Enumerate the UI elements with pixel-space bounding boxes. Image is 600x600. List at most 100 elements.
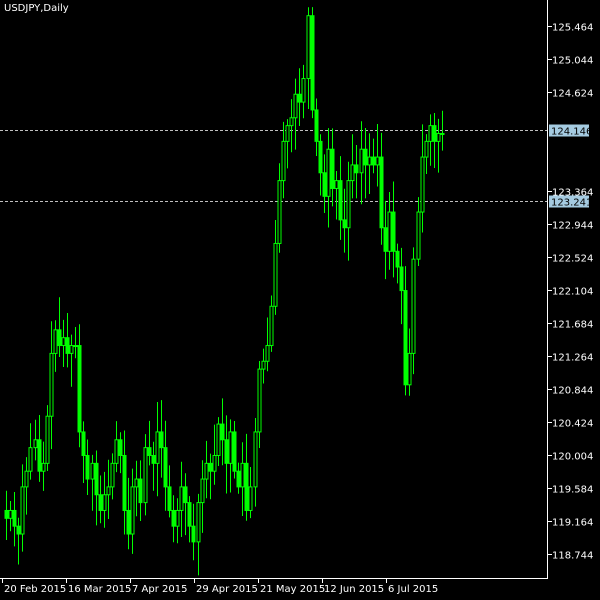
candle — [57, 297, 62, 358]
candle-body — [371, 156, 376, 166]
candle — [151, 441, 156, 491]
candle-body — [138, 478, 143, 504]
candle-body — [191, 525, 196, 543]
candle-body — [16, 525, 21, 535]
candle — [420, 124, 425, 233]
candle — [375, 124, 380, 187]
candle-body — [436, 133, 441, 142]
candle — [102, 471, 107, 528]
candle — [281, 121, 286, 199]
candle-body — [244, 462, 249, 511]
candle — [253, 417, 258, 507]
candle — [77, 324, 82, 448]
candle-body — [73, 345, 78, 348]
candle — [432, 112, 437, 168]
candle-body — [126, 509, 131, 535]
candle — [16, 517, 21, 565]
y-tick-label: 121.684 — [552, 320, 593, 331]
candle — [383, 200, 388, 280]
candle — [12, 491, 17, 547]
candle — [147, 420, 152, 466]
candle-body — [395, 250, 400, 268]
candle-body — [151, 454, 156, 464]
candle-body — [187, 502, 192, 527]
x-tick-label: 12 Jun 2015 — [324, 584, 384, 595]
candle — [391, 181, 396, 278]
candle-body — [277, 180, 282, 244]
candle-body — [155, 431, 160, 464]
candle-body — [318, 140, 323, 174]
candle — [8, 501, 13, 532]
candle — [167, 465, 172, 518]
candle-body — [130, 486, 135, 535]
x-tick-label: 16 Mar 2015 — [68, 584, 131, 595]
candle-body — [359, 148, 364, 174]
candle — [37, 415, 42, 482]
candles — [4, 7, 445, 576]
candle — [342, 188, 347, 253]
candle-body — [24, 470, 29, 488]
candle-body — [383, 227, 388, 252]
y-tick-label: 122.944 — [552, 221, 593, 232]
candle-body — [248, 486, 253, 511]
candle-body — [285, 125, 290, 142]
candle — [428, 114, 433, 166]
candle-body — [143, 447, 148, 504]
candle — [191, 503, 196, 561]
axes — [0, 0, 548, 579]
candle — [73, 327, 78, 359]
candle — [175, 498, 180, 544]
y-tick-label: 119.584 — [552, 485, 593, 496]
candle — [350, 134, 355, 199]
x-tick-label: 6 Jul 2015 — [388, 584, 438, 595]
candle-body — [200, 478, 205, 504]
candle-body — [98, 494, 103, 511]
candle — [134, 460, 139, 517]
candle-body — [204, 462, 209, 480]
candle — [171, 495, 176, 543]
candle — [293, 78, 298, 150]
candle — [61, 319, 66, 367]
candle-body — [346, 180, 351, 229]
candle-body — [212, 454, 217, 472]
price-tag — [549, 195, 589, 208]
x-tick-label: 20 Feb 2015 — [4, 584, 66, 595]
y-tick-label: 119.164 — [552, 518, 593, 529]
candle — [379, 132, 384, 245]
candle-body — [8, 509, 13, 519]
candle — [187, 496, 192, 543]
candle-body — [387, 211, 392, 252]
candle-body — [428, 125, 433, 142]
candle-body — [257, 368, 262, 433]
candle — [326, 128, 331, 228]
candle — [4, 490, 9, 541]
candle — [359, 121, 364, 205]
candle — [41, 441, 46, 491]
candle-body — [293, 93, 298, 119]
candle-body — [196, 502, 201, 543]
candle — [163, 420, 168, 511]
candle — [212, 424, 217, 485]
candle — [301, 64, 306, 119]
candle-body — [363, 148, 368, 166]
candle — [69, 334, 74, 387]
candle — [130, 468, 135, 554]
candle-body — [69, 345, 74, 354]
candle — [289, 99, 294, 153]
candle — [114, 421, 119, 473]
candle — [306, 7, 311, 110]
candle-body — [4, 509, 9, 519]
candle-body — [77, 345, 82, 433]
chart-title: USDJPY,Daily — [4, 3, 69, 14]
candle-body — [301, 78, 306, 103]
y-tick-label: 118.744 — [552, 551, 593, 562]
candle-body — [45, 415, 50, 464]
candle — [81, 421, 86, 484]
candle — [395, 243, 400, 284]
candle-body — [350, 164, 355, 182]
candle — [33, 419, 38, 461]
candle-body — [330, 148, 335, 189]
candle-body — [338, 180, 343, 221]
candle-body — [265, 345, 270, 362]
